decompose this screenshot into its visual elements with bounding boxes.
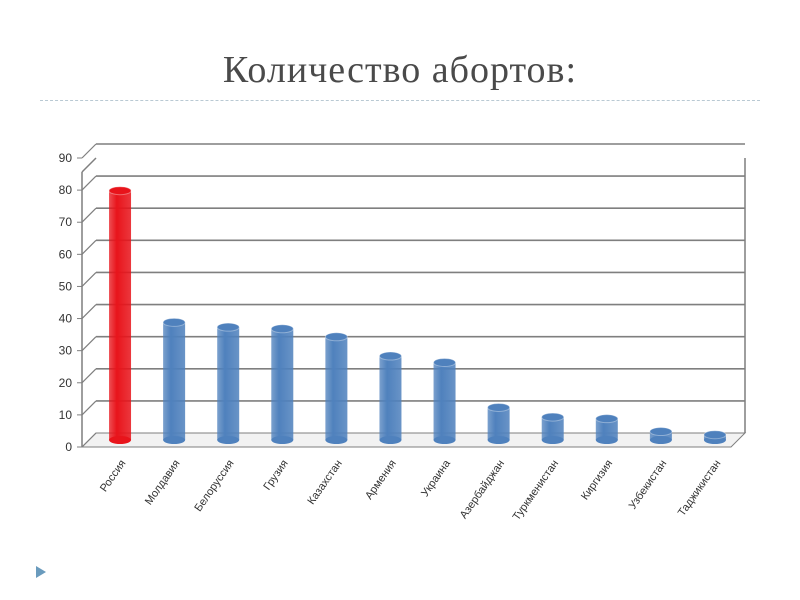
bar [595,414,619,444]
gridline-side [81,304,97,319]
bar-base [271,436,294,444]
bar [703,430,727,444]
bar-base [325,436,348,444]
x-axis: Россия Молдавия Белоруссия Грузия Казахстан А… [98,457,723,523]
y-tick-label: 90 [59,151,73,165]
grid-lines [81,143,745,448]
x-tick-label: Узбекистан [627,458,670,512]
bars [108,186,727,444]
bar [541,412,565,444]
x-tick-label: Молдавия [143,458,183,508]
bar-body [649,431,672,440]
gridline-side [81,143,97,159]
bar-top [595,414,619,424]
bar-top [487,402,511,412]
bar-top [378,351,402,361]
bar-top [649,427,673,437]
bar-top [324,332,348,342]
bar-base [217,436,240,444]
bar-body [595,418,618,440]
x-tick-label: Грузия [261,458,290,493]
bar-base [163,436,186,444]
y-tick-label: 20 [59,376,73,390]
bar-body [433,362,456,440]
y-tick-label: 50 [59,279,73,293]
axis-top-corner [81,157,97,173]
gridline-side [81,432,97,448]
bar-body [163,322,186,440]
y-tick-label: 0 [65,440,72,454]
x-tick-label: Украина [419,457,453,499]
bar-base [487,436,510,444]
bar-body [379,356,402,440]
y-tick-label: 80 [59,183,73,197]
bar [270,324,294,444]
x-tick-label: Казахстан [305,458,344,507]
gridline-side [81,175,97,191]
bar [216,322,240,444]
bar-top [541,412,565,422]
title-divider [40,100,760,101]
x-tick-label: Россия [98,458,129,494]
bar-top [108,186,132,196]
x-tick-label: Азербайджан [458,458,507,521]
gridline-side [81,400,97,416]
bar [649,427,673,444]
gridline-side [81,336,97,352]
bar [378,351,402,444]
bar-base [379,436,402,444]
x-tick-label: Белоруссия [192,458,236,514]
bar-body [109,190,132,440]
bar-body [325,336,348,440]
bar-body [541,417,564,440]
bar [108,186,132,444]
x-tick-label: Таджикистан [676,458,724,519]
bar-body [487,407,510,440]
y-tick-label: 40 [59,312,73,326]
x-tick-label: Армения [363,458,399,502]
bar-top [703,430,727,440]
bar-base [649,436,672,444]
y-tick-label: 70 [59,215,73,229]
y-tick-label: 10 [59,408,73,422]
bar [324,332,348,444]
gridline-side [81,272,97,287]
bar-top [162,317,186,327]
y-tick-label: 60 [59,247,73,261]
bar [487,402,511,444]
bar-base [541,436,564,444]
bar-top [216,322,240,332]
bar-base [595,436,618,444]
bar-body [217,327,240,440]
x-tick-label: Киргизия [579,458,615,503]
gridline-side [81,239,97,255]
bar-base [109,436,132,444]
bar-top [270,324,294,334]
gridline-side [81,368,97,384]
bar-body [271,328,294,440]
bar [433,357,457,444]
y-axis: 0 10 20 30 40 50 60 70 80 90 [59,151,82,454]
bar-base [433,436,456,444]
triangle-bullet-icon [36,566,46,578]
bar-top [433,357,457,367]
y-tick-label: 30 [59,344,73,358]
bar [162,317,186,444]
gridline-side [81,207,97,223]
slide-title: Количество абортов: [222,49,578,91]
x-tick-label: Туркменистан [511,458,562,523]
